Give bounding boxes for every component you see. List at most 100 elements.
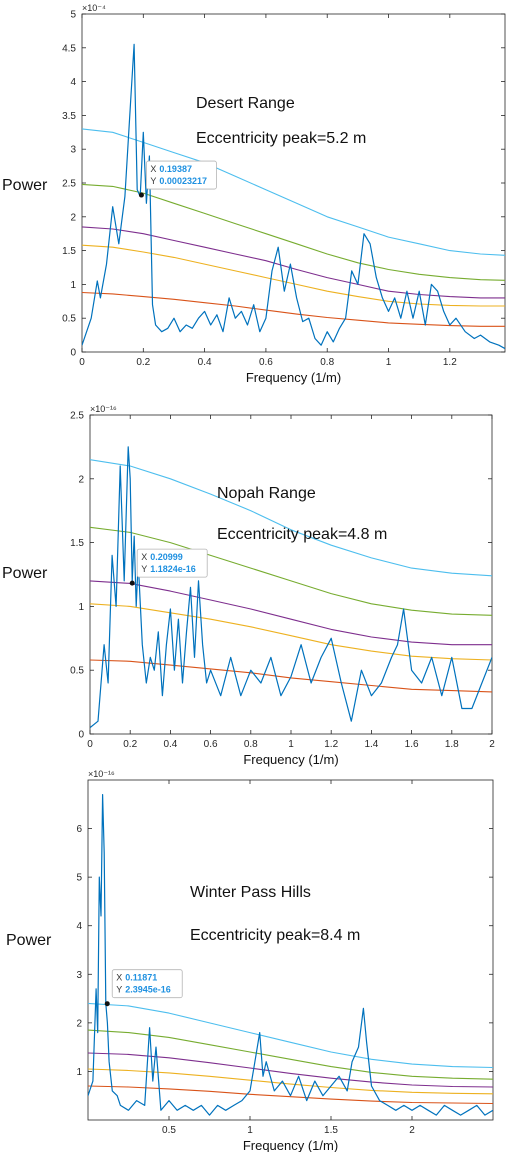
datatip-y-key: Y [116, 985, 122, 995]
y-exponent-label: ×10⁻⁴ [82, 3, 106, 13]
y-axis-label: Power [6, 932, 52, 949]
y-tick-label: 0.5 [62, 314, 76, 325]
series-line-spectrum [82, 43, 505, 350]
series-line-spectrum [88, 793, 493, 1116]
series-line-confidence-5 [88, 1085, 493, 1105]
y-exponent-label: ×10⁻¹⁶ [88, 769, 115, 779]
series-line-confidence-2 [82, 183, 505, 281]
y-tick-label: 2.5 [70, 411, 84, 422]
x-tick-label: 2 [409, 1125, 415, 1136]
datatip-y-value: 2.3945e-16 [125, 985, 171, 995]
chart-subtitle: Eccentricity peak=4.8 m [217, 526, 387, 543]
x-tick-label: 0.4 [198, 357, 212, 368]
y-axis-label: Power [2, 565, 48, 582]
series-line-confidence-2 [90, 526, 492, 616]
datatip-y-key: Y [150, 176, 156, 186]
datatip-marker [104, 1001, 110, 1007]
y-tick-label: 6 [76, 824, 82, 835]
series-line-confidence-4 [88, 1068, 493, 1095]
y-tick-label: 2 [76, 1018, 82, 1029]
y-tick-label: 2 [70, 212, 76, 223]
y-tick-label: 2 [78, 474, 84, 485]
datatip-x-key: X [150, 164, 156, 174]
y-tick-label: 1.5 [62, 246, 76, 257]
x-tick-label: 0 [79, 357, 85, 368]
x-tick-label: 1.8 [445, 739, 459, 750]
x-tick-label: 0.6 [204, 739, 218, 750]
datatip-box [136, 548, 208, 578]
y-tick-label: 4 [76, 921, 82, 932]
datatip-x-value: 0.19387 [159, 164, 192, 174]
y-tick-label: 3.5 [62, 111, 76, 122]
x-tick-label: 0.8 [244, 739, 258, 750]
y-tick-label: 1 [78, 602, 84, 613]
chart-subtitle: Eccentricity peak=8.4 m [190, 927, 360, 944]
y-tick-label: 5 [70, 10, 76, 21]
datatip-y-key: Y [141, 564, 147, 574]
chart-panel-1: 0 0.2 0.4 0.6 0.8 1 1.2 0 0.5 1 1.5 2 2.5 3 3.5 4 4.5 5 ×1… [2, 3, 506, 385]
series-line-confidence-3 [88, 1052, 493, 1088]
x-tick-label: 0 [87, 739, 93, 750]
datatip-x-value: 0.20999 [150, 552, 183, 562]
x-tick-label: 1 [247, 1125, 253, 1136]
y-tick-label: 5 [76, 873, 82, 884]
datatip-marker [138, 192, 144, 198]
x-tick-label: 1.2 [443, 357, 457, 368]
series-line-confidence-1 [82, 128, 505, 256]
x-axis-label: Frequency (1/m) [243, 1138, 338, 1152]
y-tick-label: 0 [70, 348, 76, 359]
x-tick-label: 0.2 [123, 739, 137, 750]
y-tick-label: 4.5 [62, 43, 76, 54]
x-tick-label: 1.6 [405, 739, 419, 750]
series-line-confidence-1 [90, 459, 492, 577]
chart-panel-2: 0 0.2 0.4 0.6 0.8 1 1.2 1.4 1.6 1.8 2 0 0.5 1 1.5 2 2.5 ×… [2, 404, 495, 767]
y-tick-label: 3 [76, 970, 82, 981]
x-tick-label: 1.4 [364, 739, 378, 750]
x-tick-label: 0.6 [259, 357, 273, 368]
x-tick-label: 1.2 [324, 739, 338, 750]
datatip-x-key: X [116, 973, 122, 983]
datatip-x-value: 0.11871 [125, 973, 157, 983]
y-exponent-label: ×10⁻¹⁶ [90, 404, 117, 414]
y-tick-label: 3 [70, 145, 76, 156]
datatip-x-key: X [141, 552, 147, 562]
y-tick-label: 1 [76, 1067, 82, 1078]
x-tick-label: 1.5 [324, 1125, 338, 1136]
datatip-y-value: 0.00023217 [159, 176, 207, 186]
chart-title: Nopah Range [217, 485, 316, 502]
y-tick-label: 4 [70, 77, 76, 88]
datatip-marker [129, 580, 135, 586]
chart-subtitle: Eccentricity peak=5.2 m [196, 130, 366, 147]
x-tick-label: 2 [489, 739, 495, 750]
series-line-confidence-4 [90, 603, 492, 661]
series-line-confidence-4 [82, 244, 505, 307]
y-tick-label: 0.5 [70, 666, 84, 677]
y-tick-label: 1.5 [70, 538, 84, 549]
datatip-box [111, 969, 183, 999]
chart-title: Winter Pass Hills [190, 884, 311, 901]
x-axis-label: Frequency (1/m) [246, 370, 341, 385]
series-line-confidence-5 [90, 659, 492, 693]
datatip-box [146, 160, 217, 190]
chart-title: Desert Range [196, 95, 295, 112]
plot-area [87, 779, 494, 1121]
y-tick-label: 1 [70, 280, 76, 291]
x-tick-label: 0.8 [320, 357, 334, 368]
x-axis-label: Frequency (1/m) [243, 752, 338, 767]
y-tick-label: 0 [78, 730, 84, 741]
x-tick-label: 1 [386, 357, 392, 368]
x-tick-label: 1 [288, 739, 294, 750]
series-line-confidence-2 [88, 1029, 493, 1080]
x-tick-label: 0.4 [163, 739, 177, 750]
x-tick-label: 0.2 [136, 357, 150, 368]
datatip-y-value: 1.1824e-16 [150, 564, 196, 574]
series-line-confidence-3 [82, 226, 505, 299]
series-line-confidence-3 [90, 580, 492, 646]
y-tick-label: 2.5 [62, 179, 76, 190]
y-axis-label: Power [2, 177, 48, 194]
series-line-confidence-5 [82, 291, 505, 327]
series-line-confidence-1 [88, 1002, 493, 1069]
